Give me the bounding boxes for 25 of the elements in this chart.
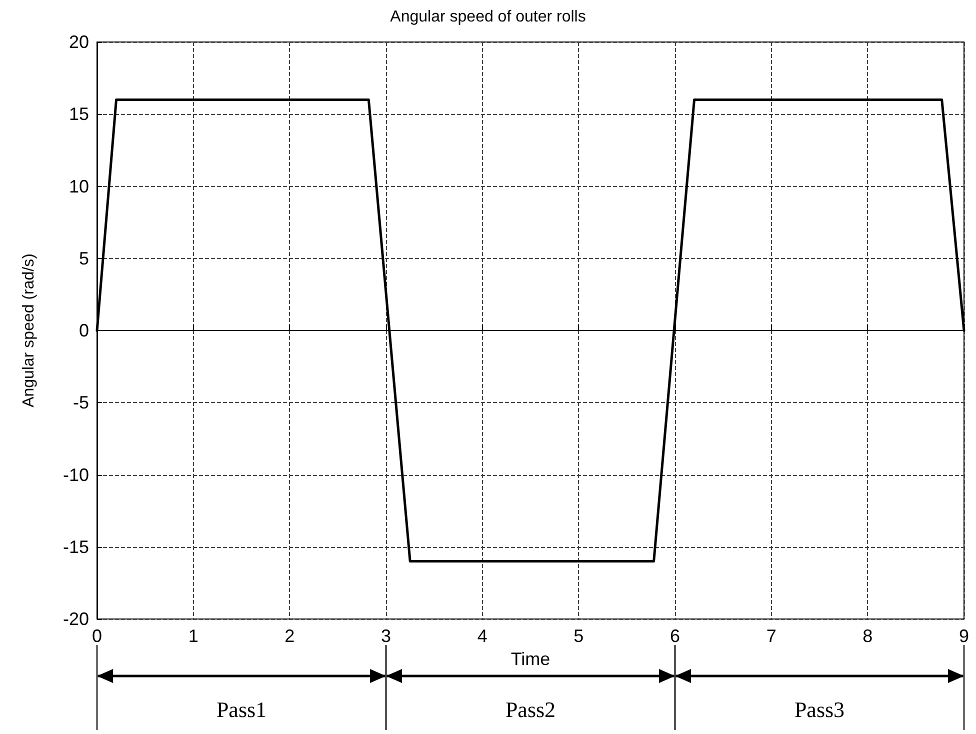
y-tick-label: 15: [68, 104, 89, 124]
y-tick-label: 10: [68, 176, 89, 196]
text: Pass2: [505, 697, 556, 723]
x-tick-label: 2: [284, 626, 295, 646]
y-tick-label: -5: [72, 392, 89, 413]
x-tick-label: 6: [670, 626, 680, 646]
text: Pass1: [216, 697, 267, 723]
x-tick-label: 7: [766, 626, 776, 646]
x-tick-label: 1: [188, 626, 198, 646]
x-tick-label: 9: [958, 626, 970, 646]
x-tick-label: 5: [574, 626, 584, 646]
y-tick-label: 5: [78, 248, 89, 268]
x-tick-label: 0: [92, 626, 102, 646]
x-tick-label: 4: [477, 626, 488, 646]
chart-title: Angular speed of outer rolls: [390, 8, 586, 26]
y-tick-label: 0: [78, 320, 89, 340]
y-axis-title: Angular speed (rad/s): [20, 254, 38, 408]
x-tick-label: 3: [380, 626, 392, 646]
x-axis-title: Time: [510, 648, 550, 669]
text: Pass3: [794, 697, 845, 723]
x-tick-label: 8: [862, 626, 873, 646]
y-tick-label: 20: [68, 32, 89, 52]
y-tick-label: -10: [62, 464, 89, 485]
y-tick-label: -20: [62, 609, 89, 629]
y-tick-label: -15: [62, 536, 89, 557]
